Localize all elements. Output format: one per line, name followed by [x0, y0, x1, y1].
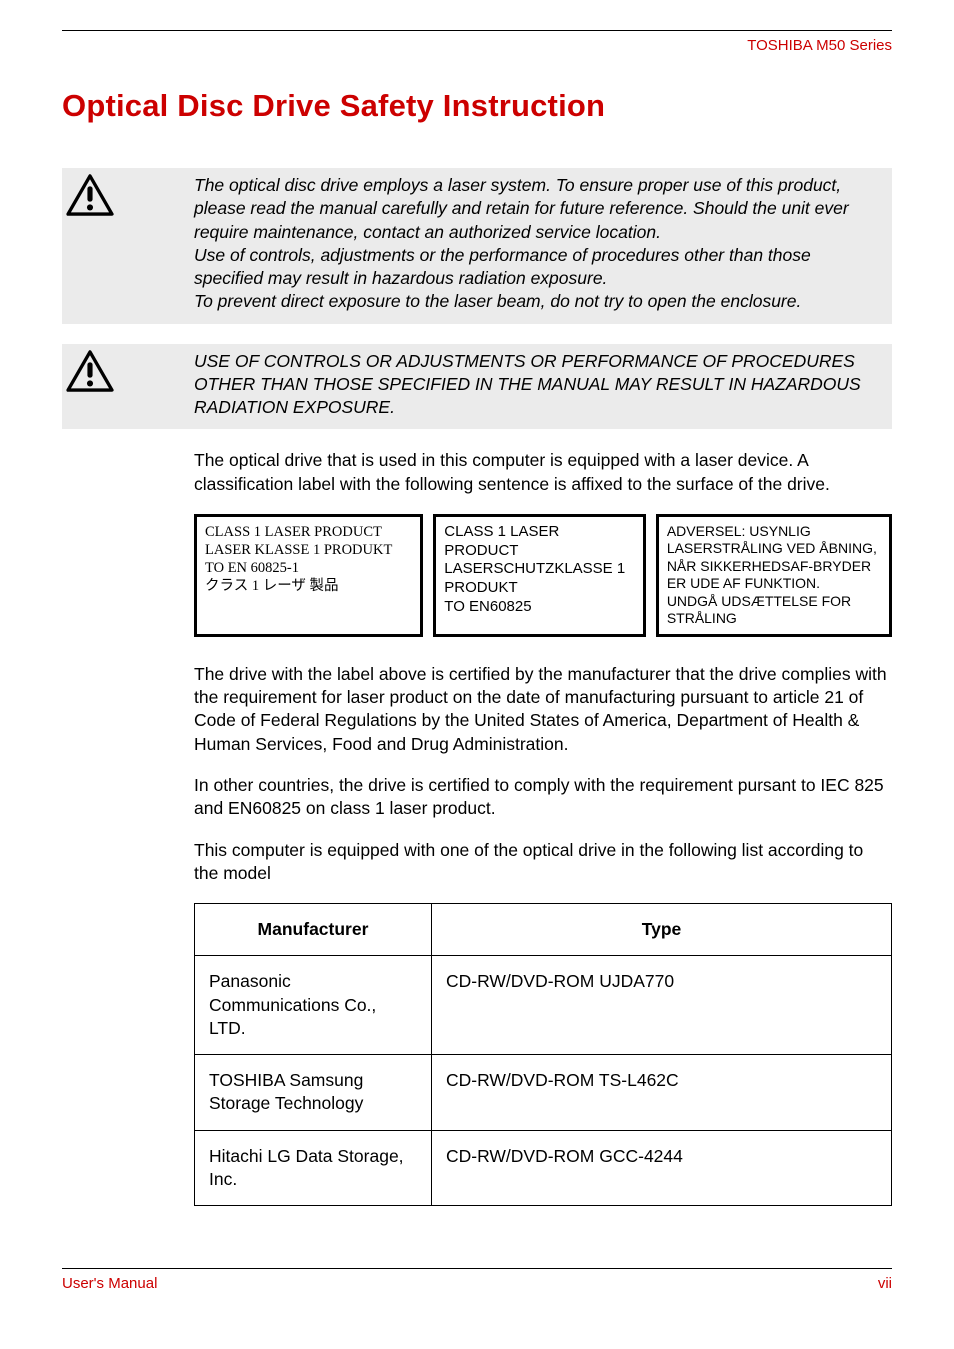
- label-line: ADVERSEL: USYNLIG: [667, 523, 881, 541]
- table-row: Hitachi LG Data Storage, Inc. CD-RW/DVD-…: [195, 1130, 892, 1206]
- label-line: CLASS 1 LASER PRODUCT: [205, 523, 412, 541]
- table-row: TOSHIBA Samsung Storage Technology CD-RW…: [195, 1055, 892, 1131]
- warning-block-1: The optical disc drive employs a laser s…: [62, 168, 892, 324]
- warning-icon: [66, 350, 114, 392]
- label-line: NÅR SIKKERHEDSAF-BRYDER: [667, 558, 881, 576]
- table-header-manufacturer: Manufacturer: [195, 904, 432, 956]
- section-heading: Optical Disc Drive Safety Instruction: [62, 88, 892, 124]
- page-footer: User's Manual vii: [62, 1268, 892, 1292]
- intro-paragraph: The optical drive that is used in this c…: [194, 449, 892, 496]
- warning-para: USE OF CONTROLS OR ADJUSTMENTS OR PERFOR…: [194, 350, 882, 420]
- label-line: ER UDE AF FUNKTION.: [667, 575, 881, 593]
- table-header-type: Type: [431, 904, 891, 956]
- body-paragraph: The drive with the label above is certif…: [194, 663, 892, 756]
- product-name: TOSHIBA M50 Series: [747, 37, 892, 54]
- label-line: CLASS 1 LASER PRODUCT: [444, 523, 635, 561]
- body-paragraph: In other countries, the drive is certifi…: [194, 774, 892, 821]
- warning-block-2: USE OF CONTROLS OR ADJUSTMENTS OR PERFOR…: [62, 344, 892, 430]
- body-paragraph: This computer is equipped with one of th…: [194, 839, 892, 886]
- label-line: LASERSCHUTZKLASSE 1: [444, 560, 635, 579]
- label-line: LASERSTRÅLING VED ÅBNING,: [667, 540, 881, 558]
- warning-icon: [66, 174, 114, 216]
- table-row: Panasonic Communications Co., LTD. CD-RW…: [195, 956, 892, 1055]
- label-line: PRODUKT: [444, 579, 635, 598]
- cell-manufacturer: Hitachi LG Data Storage, Inc.: [195, 1130, 432, 1206]
- label-line: STRÅLING: [667, 610, 881, 628]
- warning-icon-wrap: [62, 168, 194, 221]
- cell-type: CD-RW/DVD-ROM GCC-4244: [431, 1130, 891, 1206]
- cell-type: CD-RW/DVD-ROM TS-L462C: [431, 1055, 891, 1131]
- warning-para: The optical disc drive employs a laser s…: [194, 174, 882, 244]
- warning-icon-wrap: [62, 344, 194, 397]
- page: TOSHIBA M50 Series Optical Disc Drive Sa…: [0, 0, 954, 1322]
- body-section: The optical drive that is used in this c…: [194, 449, 892, 1206]
- label-line: UNDGÅ UDSÆTTELSE FOR: [667, 593, 881, 611]
- label-line: TO EN 60825-1: [205, 559, 412, 577]
- drive-table: Manufacturer Type Panasonic Communicatio…: [194, 903, 892, 1206]
- laser-labels-row: CLASS 1 LASER PRODUCT LASER KLASSE 1 PRO…: [194, 514, 892, 637]
- table-header-row: Manufacturer Type: [195, 904, 892, 956]
- footer-left: User's Manual: [62, 1275, 157, 1292]
- label-line: TO EN60825: [444, 598, 635, 617]
- laser-label-1: CLASS 1 LASER PRODUCT LASER KLASSE 1 PRO…: [194, 514, 423, 637]
- warning-text-1: The optical disc drive employs a laser s…: [194, 168, 892, 324]
- cell-manufacturer: TOSHIBA Samsung Storage Technology: [195, 1055, 432, 1131]
- cell-manufacturer: Panasonic Communications Co., LTD.: [195, 956, 432, 1055]
- cell-type: CD-RW/DVD-ROM UJDA770: [431, 956, 891, 1055]
- laser-label-2: CLASS 1 LASER PRODUCT LASERSCHUTZKLASSE …: [433, 514, 646, 637]
- warning-para: To prevent direct exposure to the laser …: [194, 290, 882, 313]
- label-line: LASER KLASSE 1 PRODUKT: [205, 541, 412, 559]
- label-line: クラス 1 レーザ 製品: [205, 577, 412, 595]
- laser-label-3: ADVERSEL: USYNLIG LASERSTRÅLING VED ÅBNI…: [656, 514, 892, 637]
- warning-text-2: USE OF CONTROLS OR ADJUSTMENTS OR PERFOR…: [194, 344, 892, 430]
- page-header: TOSHIBA M50 Series: [62, 30, 892, 54]
- footer-right: vii: [878, 1275, 892, 1292]
- warning-para: Use of controls, adjustments or the perf…: [194, 244, 882, 291]
